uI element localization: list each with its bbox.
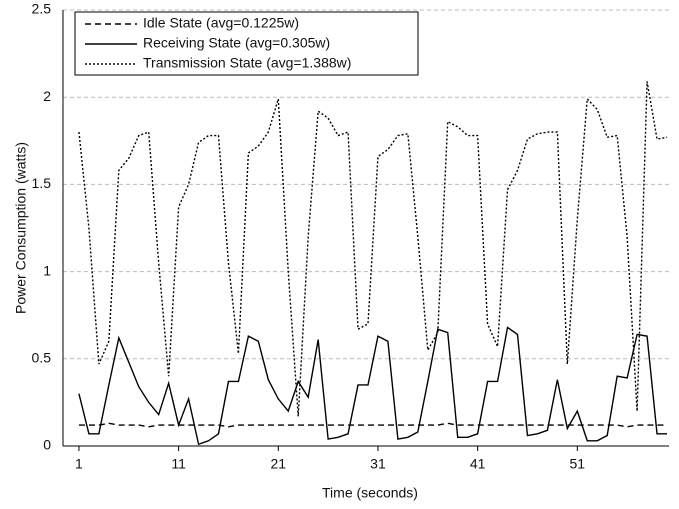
legend-label: Idle State (avg=0.1225w) <box>143 15 299 31</box>
x-tick-label: 51 <box>570 456 586 472</box>
y-axis-label: Power Consumption (watts) <box>13 142 29 314</box>
legend-label: Receiving State (avg=0.305w) <box>143 35 330 51</box>
y-tick-label: 1 <box>43 262 51 278</box>
series-line <box>78 81 668 417</box>
x-tick-label: 41 <box>470 456 486 472</box>
y-tick-label: 2.5 <box>32 1 52 17</box>
x-tick-label: 31 <box>370 456 386 472</box>
x-tick-label: 21 <box>271 456 287 472</box>
y-tick-label: 0.5 <box>32 350 52 366</box>
x-tick-label: 1 <box>75 456 83 472</box>
x-tick-label: 11 <box>171 456 186 472</box>
y-tick-label: 1.5 <box>32 175 52 191</box>
legend-label: Transmission State (avg=1.388w) <box>143 55 351 71</box>
y-tick-label: 0 <box>43 437 51 453</box>
series-line <box>78 422 668 428</box>
x-axis-label: Time (seconds) <box>322 485 418 501</box>
y-tick-label: 2 <box>43 88 51 104</box>
series-line <box>78 326 668 446</box>
